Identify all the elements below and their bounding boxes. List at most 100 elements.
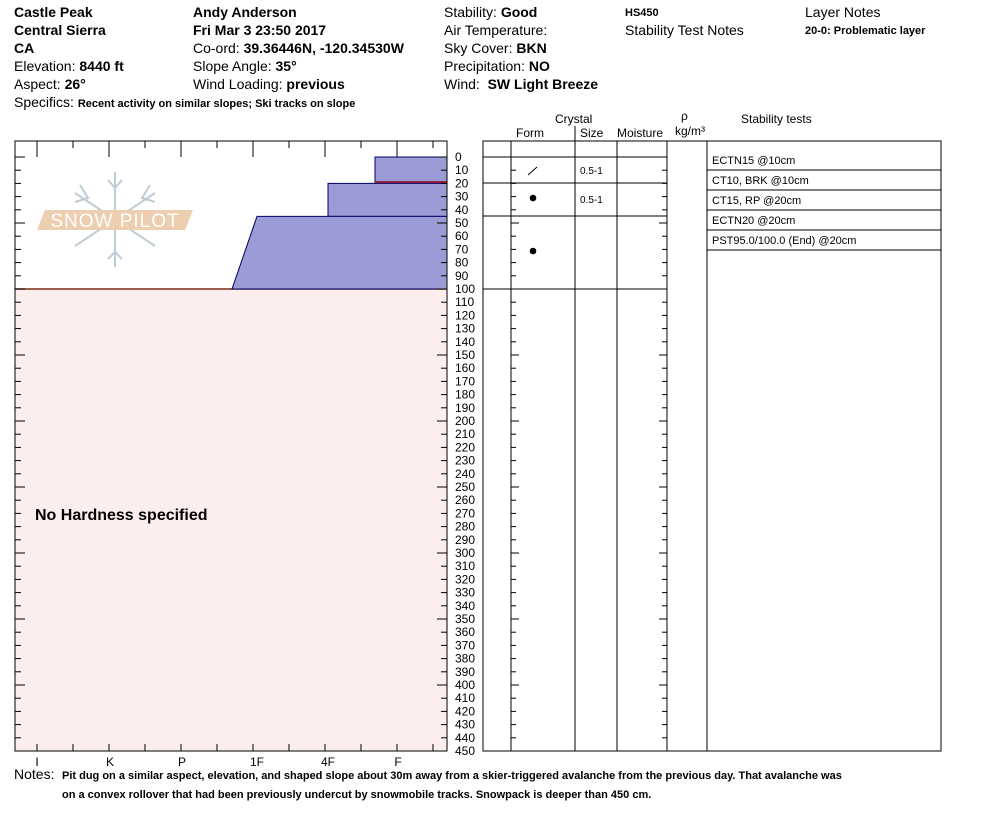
depth-label: 320 xyxy=(455,572,475,586)
depth-label: 40 xyxy=(455,203,469,217)
depth-label: 110 xyxy=(455,295,474,309)
depth-axis-labels: 0102030405060708090100110120130140150160… xyxy=(455,150,475,758)
wind-value: SW Light Breeze xyxy=(487,76,599,92)
depth-label: 430 xyxy=(455,718,475,732)
depth-label: 10 xyxy=(455,163,469,177)
depth-label: 80 xyxy=(455,256,469,270)
logo-text: SNOW PILOT xyxy=(50,211,179,232)
stability-test: ECTN15 @10cm xyxy=(712,155,795,167)
col-density-unit: kg/m³ xyxy=(675,124,705,138)
range: Central Sierra xyxy=(14,22,106,38)
stability-test: ECTN20 @20cm xyxy=(712,215,795,227)
depth-label: 360 xyxy=(455,625,475,639)
stability-test: PST95.0/100.0 (End) @20cm xyxy=(712,235,856,247)
sky-label: Sky Cover: xyxy=(444,40,513,56)
depth-label: 60 xyxy=(455,229,469,243)
hardness-graph-frame xyxy=(14,140,448,752)
depth-label: 240 xyxy=(455,467,475,481)
depth-label: 450 xyxy=(455,744,475,758)
elevation-label: Elevation: xyxy=(14,58,76,74)
depth-label: 70 xyxy=(455,242,469,256)
depth-label: 90 xyxy=(455,269,469,283)
col-crystal: Crystal xyxy=(555,112,593,126)
depth-label: 440 xyxy=(455,731,475,745)
coord-label: Co-ord: xyxy=(193,40,240,56)
depth-label: 20 xyxy=(455,176,469,190)
stability: Stability: Good xyxy=(444,3,537,21)
slope: Slope Angle: 35° xyxy=(193,57,297,75)
decomposing-form-icon xyxy=(527,166,538,176)
hardness-axis-labels: I K P 1F 4F F xyxy=(35,755,401,769)
wind-loading: Wind Loading: previous xyxy=(193,75,345,93)
hardness-label-P: P xyxy=(178,755,186,769)
stability-test-notes-label: Stability Test Notes xyxy=(625,22,744,38)
depth-label: 410 xyxy=(455,691,475,705)
rounded-form-icon xyxy=(529,194,537,202)
depth-label: 210 xyxy=(455,427,475,441)
sky: Sky Cover: BKN xyxy=(444,39,547,57)
depth-label: 250 xyxy=(455,480,475,494)
depth-label: 220 xyxy=(455,440,475,454)
depth-label: 150 xyxy=(455,348,475,362)
depth-label: 100 xyxy=(455,282,475,296)
specifics: Specifics: Recent activity on similar sl… xyxy=(14,93,355,113)
hardness-layer-1 xyxy=(327,182,448,217)
depth-label: 260 xyxy=(455,493,475,507)
slope-label: Slope Angle: xyxy=(193,58,272,74)
table-ticks xyxy=(511,156,667,752)
wind: Wind: SW Light Breeze xyxy=(444,75,598,93)
layer-notes-label: Layer Notes xyxy=(805,4,881,20)
hs: HS450 xyxy=(625,7,659,19)
precip-value: NO xyxy=(528,58,550,74)
wind-loading-value: previous xyxy=(286,76,345,92)
stability-tests-box xyxy=(706,140,942,752)
depth-label: 340 xyxy=(455,599,475,613)
observer: Andy Anderson xyxy=(193,4,297,20)
depth-label: 350 xyxy=(455,612,475,626)
depth-label: 290 xyxy=(455,533,475,547)
no-hardness-label: No Hardness specified xyxy=(35,507,208,524)
stability-tests-list: ECTN15 @10cm CT10, BRK @10cm CT15, RP @20c… xyxy=(707,155,941,251)
depth-label: 400 xyxy=(455,678,475,692)
stability-test: CT15, RP @20cm xyxy=(712,195,801,207)
logo-banner xyxy=(37,210,193,230)
elevation: Elevation: 8440 ft xyxy=(14,57,124,75)
air-temp-label: Air Temperature: xyxy=(444,22,548,38)
depth-label: 180 xyxy=(455,388,475,402)
precip: Precipitation: NO xyxy=(444,57,550,75)
depth-label: 270 xyxy=(455,506,475,520)
snowpilot-logo: SNOW PILOT xyxy=(37,172,193,267)
elevation-value: 8440 ft xyxy=(79,58,124,74)
aspect: Aspect: 26° xyxy=(14,75,86,93)
depth-label: 370 xyxy=(455,638,475,652)
depth-label: 30 xyxy=(455,190,469,204)
depth-label: 160 xyxy=(455,361,475,375)
depth-label: 420 xyxy=(455,704,475,718)
col-moisture: Moisture xyxy=(617,126,664,140)
depth-label: 130 xyxy=(455,322,475,336)
layer-note: 20-0: Problematic layer xyxy=(805,25,926,37)
depth-label: 140 xyxy=(455,335,475,349)
depth-label: 190 xyxy=(455,401,475,415)
depth-label: 200 xyxy=(455,414,475,428)
notes-line-2: on a convex rollover that had been previ… xyxy=(62,789,651,801)
aspect-label: Aspect: xyxy=(14,76,61,92)
notes-line-1: Pit dug on a similar aspect, elevation, … xyxy=(62,770,842,782)
depth-label: 280 xyxy=(455,520,475,534)
specifics-label: Specifics: xyxy=(14,94,74,110)
coord-value: 39.36446N, -120.34530W xyxy=(243,40,404,56)
col-size: Size xyxy=(580,126,604,140)
sky-value: BKN xyxy=(516,40,547,56)
graph-ticks xyxy=(15,141,447,752)
col-stability-tests: Stability tests xyxy=(741,112,812,126)
depth-label: 380 xyxy=(455,652,475,666)
rounded-form-icon xyxy=(529,247,537,255)
col-rho: ρ xyxy=(681,109,688,123)
aspect-value: 26° xyxy=(64,76,86,92)
precip-label: Precipitation: xyxy=(444,58,525,74)
stability-label: Stability: xyxy=(444,4,497,20)
hardness-label-I: I xyxy=(35,755,38,769)
state: CA xyxy=(14,40,35,56)
wind-loading-label: Wind Loading: xyxy=(193,76,283,92)
